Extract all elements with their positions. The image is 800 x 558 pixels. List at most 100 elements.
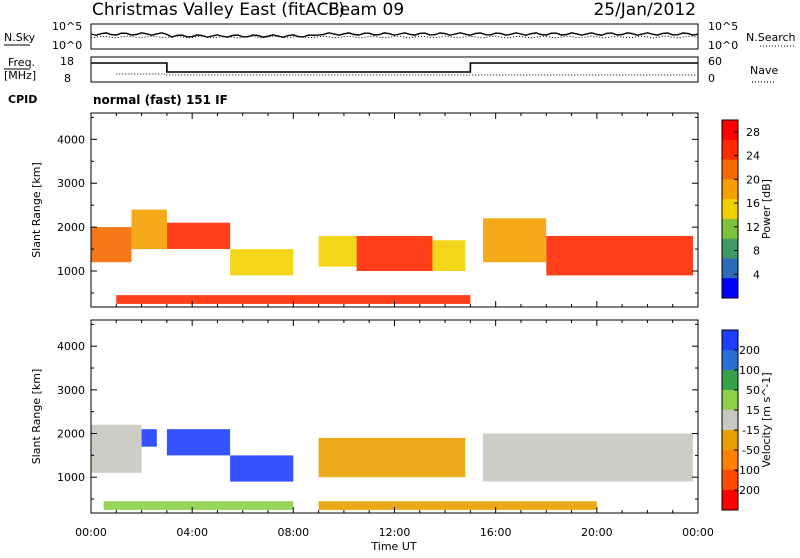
colorbar-segment (722, 350, 738, 371)
nsky-tick-bottom: 10^0 (52, 39, 82, 52)
colorbar-segment (722, 179, 738, 200)
colorbar-tick-label: 4 (753, 268, 760, 281)
y-tick-label: 1000 (57, 471, 85, 484)
nave-tick-bottom: 0 (708, 72, 715, 85)
colorbar-label: Power [dB] (760, 179, 773, 239)
echo-region (166, 429, 231, 456)
echo-region (318, 437, 466, 478)
power-colorbar: 4 8 12 16 20 24 28 Power [dB] (721, 119, 773, 299)
cpid-text: normal (fast) 151 IF (93, 93, 228, 107)
y-axis-label: Slant Range [km] (30, 162, 43, 258)
colorbar-tick-label: -50 (742, 444, 760, 457)
echo-region (318, 235, 357, 267)
time-axis: 00:00 04:00 08:00 12:00 16:00 20:00 00:00 (75, 526, 714, 539)
echo-region (483, 218, 547, 263)
colorbar-segment (722, 218, 738, 240)
echo-region (91, 424, 142, 473)
echo-region (230, 249, 294, 276)
colorbar-tick-label: 12 (746, 221, 760, 234)
site-title: Christmas Valley East (fitACF) (92, 0, 345, 20)
echo-region (230, 455, 294, 482)
colorbar-segment (722, 199, 738, 220)
x-tick-label: 12:00 (379, 526, 411, 539)
colorbar-segment (722, 490, 738, 511)
colorbar-segment (722, 120, 738, 141)
freq-tick-bottom: 8 (64, 72, 71, 85)
nsearch-tick-top: 10^5 (708, 20, 738, 33)
y-axis-label: Slant Range [km] (30, 369, 43, 465)
x-tick-label: 16:00 (480, 526, 512, 539)
nsky-label: N.Sky (4, 31, 36, 44)
nsearch-tick-bottom: 10^0 (708, 39, 738, 52)
echo-region (141, 429, 157, 447)
freq-label-2: [MHz] (4, 69, 36, 82)
freq-panel (90, 56, 699, 83)
plot-background (91, 113, 698, 307)
x-tick-label: 00:00 (682, 526, 714, 539)
colorbar-frame (721, 329, 739, 511)
y-tick-label: 2000 (57, 428, 85, 441)
nave-tick-top: 60 (708, 55, 722, 68)
date-label: 25/Jan/2012 (593, 0, 696, 20)
y-tick-label: 3000 (57, 384, 85, 397)
echo-region (131, 209, 167, 250)
colorbar-segment (722, 470, 738, 491)
y-tick-label: 4000 (57, 340, 85, 353)
nave-label: Nave (750, 64, 778, 77)
x-tick-label: 04:00 (176, 526, 208, 539)
colorbar-tick-label: 8 (753, 245, 760, 258)
cpid-label: CPID (8, 93, 37, 106)
echo-region (318, 501, 597, 510)
echo-region (546, 235, 693, 276)
nsky-tick-top: 10^5 (52, 20, 82, 33)
echo-region (356, 235, 433, 271)
colorbar-segment (722, 410, 738, 431)
nsky-panel (90, 23, 699, 50)
colorbar-segment (722, 258, 738, 279)
nave-trace (116, 73, 698, 76)
colorbar-frame (721, 119, 739, 299)
echo-region (103, 501, 294, 510)
y-tick-label: 1000 (57, 265, 85, 278)
colorbar-segment (722, 238, 738, 259)
echo-region (432, 240, 466, 271)
colorbar-tick-label: -200 (735, 484, 760, 497)
colorbar-segment (722, 370, 738, 391)
x-axis-label: Time UT (370, 540, 416, 553)
colorbar-tick-label: -15 (742, 424, 760, 437)
colorbar-segment (722, 430, 738, 451)
colorbar-tick-label: 100 (739, 364, 760, 377)
y-tick-label: 4000 (57, 133, 85, 146)
y-tick-label: 2000 (57, 221, 85, 234)
x-tick-label: 00:00 (75, 526, 107, 539)
colorbar-segment (722, 159, 738, 180)
echo-region (483, 433, 693, 482)
x-tick-label: 20:00 (581, 526, 613, 539)
velocity-panel: 1000 2000 3000 4000 Slant Range [km] (30, 319, 699, 514)
colorbar-tick-label: -100 (735, 464, 760, 477)
colorbar-tick-label: 16 (746, 197, 760, 210)
nsearch-trace (90, 35, 699, 39)
colorbar-tick-label: 20 (746, 173, 760, 186)
colorbar-segment (722, 450, 738, 471)
freq-trace (91, 62, 698, 73)
plot-background (91, 320, 698, 513)
power-panel: 1000 2000 3000 4000 Slant Range [km] (30, 112, 699, 308)
y-tick-label: 3000 (57, 177, 85, 190)
colorbar-tick-label: 24 (746, 150, 760, 163)
echo-region (116, 295, 471, 304)
colorbar-segment (722, 390, 738, 411)
colorbar-tick-label: 28 (746, 126, 760, 139)
colorbar-label: Velocity [m s^-1] (760, 372, 773, 467)
nsky-trace (90, 32, 699, 38)
echo-region (91, 227, 132, 263)
colorbar-tick-label: 15 (746, 404, 760, 417)
nsearch-label: N.Search (746, 31, 796, 44)
colorbar-tick-label: 200 (739, 344, 760, 357)
freq-tick-top: 18 (60, 55, 74, 68)
colorbar-segment (722, 330, 738, 351)
freq-label-1: Freq. (8, 56, 35, 69)
colorbar-tick-label: 50 (746, 384, 760, 397)
x-tick-label: 08:00 (277, 526, 309, 539)
